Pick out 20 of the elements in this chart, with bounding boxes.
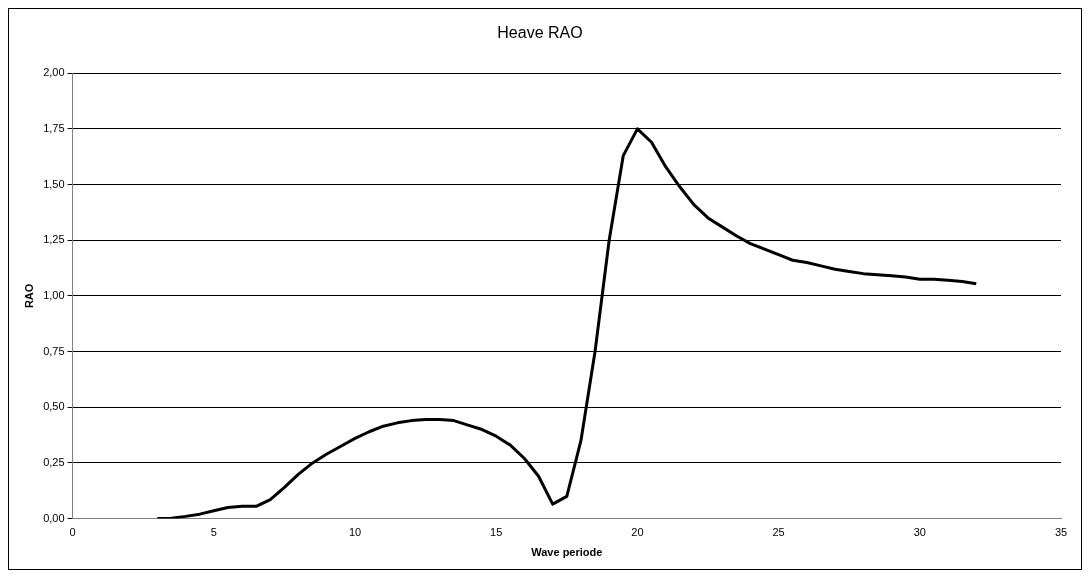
x-tick-label: 15 [490,526,503,539]
y-tick-label: 0,75 [43,344,65,357]
y-tick-label: 0,25 [43,455,65,468]
x-tick-label: 30 [913,526,926,539]
x-tick-label: 5 [210,526,217,539]
x-tick-label: 10 [348,526,362,539]
x-axis-title: Wave periode [531,546,603,559]
y-axis-title: RAO [22,283,35,309]
y-tick-label: 1,75 [43,121,65,134]
y-tick-label: 0,00 [43,511,65,524]
x-tick-label: 0 [69,526,76,539]
y-tick-label: 1,50 [43,177,65,190]
x-tick-label: 25 [772,526,785,539]
y-tick-label: 1,25 [43,233,65,246]
x-tick-label: 20 [631,526,644,539]
chart-title: Heave RAO [497,24,583,42]
x-tick-label: 35 [1054,526,1068,539]
y-tick-label: 2,00 [43,66,65,79]
y-tick-label: 0,50 [43,400,65,413]
y-tick-label: 1,00 [43,288,65,301]
